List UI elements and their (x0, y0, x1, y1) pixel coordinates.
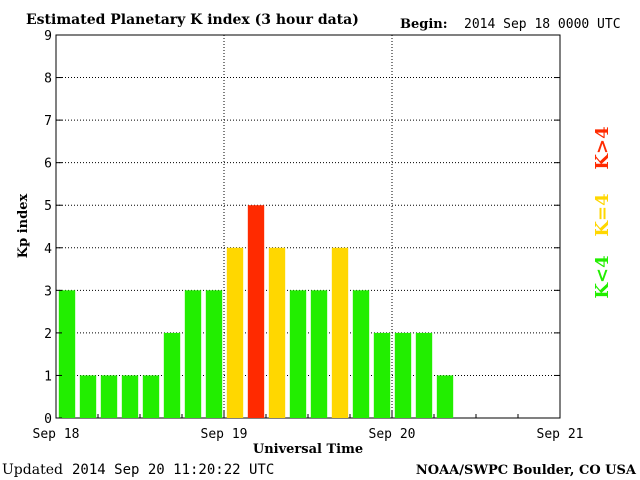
begin-label: Begin: (400, 17, 448, 32)
kp-bar (352, 290, 370, 418)
kp-bar (205, 290, 223, 418)
x-tick-label: Sep 18 (33, 427, 80, 442)
kp-bar (226, 247, 244, 418)
y-tick-label: 4 (44, 242, 52, 257)
kp-bars (58, 205, 454, 418)
x-axis-ticks: Sep 18 Sep 19 Sep 20 Sep 21 (33, 410, 584, 442)
kp-bar (394, 332, 412, 418)
kp-bar (268, 247, 286, 418)
y-tick-label: 2 (44, 327, 52, 342)
legend-k-above-4: K>4 (592, 126, 613, 169)
kp-bar (289, 290, 307, 418)
kp-bar (163, 332, 181, 418)
kp-bar (142, 375, 160, 418)
gridlines (56, 35, 560, 418)
kp-bar (247, 205, 265, 418)
y-tick-label: 6 (44, 157, 52, 172)
legend-k-below-4: K<4 (592, 255, 613, 298)
plot-area (55, 34, 561, 419)
x-tick-label: Sep 19 (201, 427, 248, 442)
chart-title: Estimated Planetary K index (3 hour data… (26, 12, 359, 28)
kp-bar (58, 290, 76, 418)
y-tick-label: 9 (44, 29, 52, 44)
updated-label: Updated (2, 462, 63, 478)
kp-bar (436, 375, 454, 418)
y-tick-label: 0 (44, 412, 52, 427)
kp-bar (310, 290, 328, 418)
y-tick-label: 5 (44, 199, 52, 214)
legend-k-equal-4: K=4 (592, 193, 613, 236)
y-tick-label: 7 (44, 114, 52, 129)
begin-value: 2014 Sep 18 0000 UTC (464, 17, 621, 32)
credit-text: NOAA/SWPC Boulder, CO USA (416, 463, 637, 478)
y-tick-label: 3 (44, 284, 52, 299)
y-axis-ticks: 0 1 2 3 4 5 6 7 8 9 (44, 29, 560, 427)
kp-bar (79, 375, 97, 418)
x-tick-label: Sep 20 (369, 427, 416, 442)
updated-value: 2014 Sep 20 11:20:22 UTC (72, 462, 274, 478)
x-tick-label: Sep 21 (537, 427, 584, 442)
kp-bar (373, 332, 391, 418)
kp-bar (100, 375, 118, 418)
kp-bar (331, 247, 349, 418)
x-axis-label: Universal Time (253, 442, 363, 457)
kp-bar (184, 290, 202, 418)
kp-bar (121, 375, 139, 418)
kp-bar (415, 332, 433, 418)
y-tick-label: 8 (44, 72, 52, 87)
y-axis-label: Kp index (16, 194, 31, 259)
y-tick-label: 1 (44, 369, 52, 384)
